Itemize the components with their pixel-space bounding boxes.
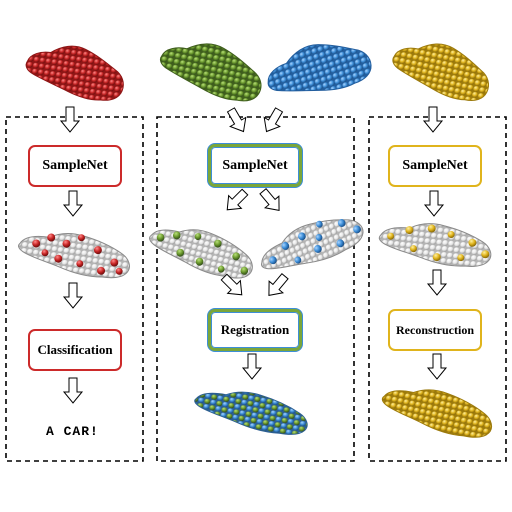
green-car-point-cloud-icon xyxy=(154,33,269,106)
down-arrow-icon xyxy=(423,106,443,133)
down-arrow-icon xyxy=(63,190,83,217)
down-arrow-icon xyxy=(222,104,252,137)
down-arrow-icon xyxy=(63,377,83,404)
registration-box: Registration xyxy=(208,309,302,351)
down-arrow-icon xyxy=(424,190,444,217)
down-arrow-icon xyxy=(261,269,293,302)
registered-car-point-cloud-icon xyxy=(191,382,312,440)
down-arrow-icon xyxy=(220,185,252,217)
down-arrow-icon xyxy=(63,282,83,309)
registration-samplenet-box: SampleNet xyxy=(208,144,302,187)
samplenet-label: SampleNet xyxy=(42,158,108,173)
yellow-car-point-cloud-icon xyxy=(387,34,496,106)
classification-samplenet-box: SampleNet xyxy=(28,145,122,187)
red-car-point-cloud-icon xyxy=(22,39,129,105)
sampled-red-car-point-cloud-icon xyxy=(15,225,134,282)
blue-car-point-cloud-icon xyxy=(260,28,377,111)
classification-result: A CAR! xyxy=(46,424,99,439)
classification-label: Classification xyxy=(37,342,113,357)
reconstruction-samplenet-box: SampleNet xyxy=(388,145,482,187)
down-arrow-icon xyxy=(427,353,447,380)
sampled-blue-car-point-cloud-icon xyxy=(253,204,369,285)
classification-frame xyxy=(5,116,144,462)
samplenet-label: SampleNet xyxy=(402,158,468,173)
sampled-green-car-point-cloud-icon xyxy=(144,218,259,284)
registration-label: Registration xyxy=(220,322,290,337)
samplenet-label: SampleNet xyxy=(222,157,288,173)
sampled-yellow-car-point-cloud-icon xyxy=(376,217,494,270)
down-arrow-icon xyxy=(255,184,287,217)
reconstruction-box: Reconstruction xyxy=(388,309,482,351)
down-arrow-icon xyxy=(60,106,80,133)
down-arrow-icon xyxy=(258,104,288,137)
classification-box: Classification xyxy=(28,329,122,371)
down-arrow-icon xyxy=(427,269,447,296)
registration-frame xyxy=(156,116,355,462)
reconstructed-car-point-cloud-icon xyxy=(377,379,498,443)
reconstruction-label: Reconstruction xyxy=(396,322,474,337)
down-arrow-icon xyxy=(242,353,262,380)
reconstruction-frame xyxy=(368,116,507,462)
